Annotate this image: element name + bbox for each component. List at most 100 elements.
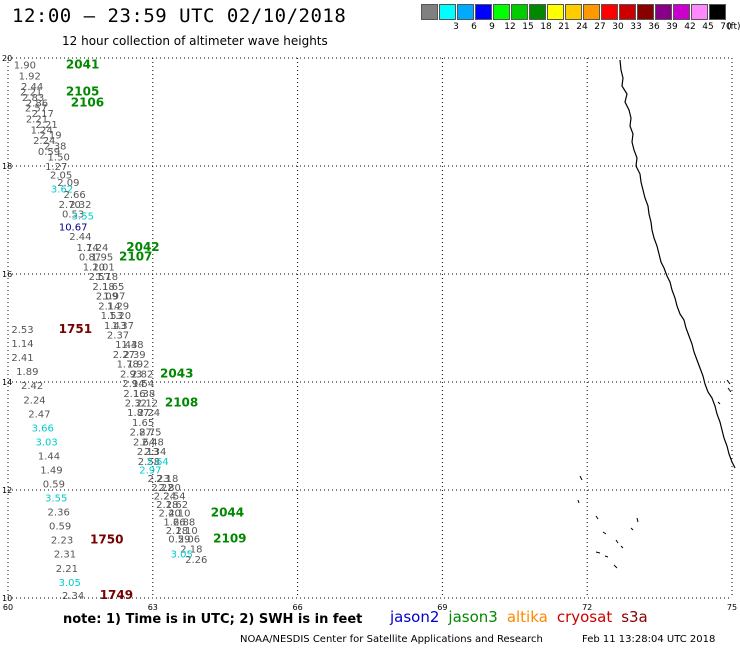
legend-label: 33 [630,22,642,32]
legend-swatch [493,4,510,20]
legend-label: 6 [471,22,477,32]
legend-unit: (ft) [727,22,740,32]
legend-swatch [673,4,690,20]
wave-height-label: 1.54 [132,379,154,390]
wave-height-label: 2.36 [48,508,70,519]
wave-height-label: 2.48 [142,437,164,448]
wave-height-label: 2.62 [166,500,188,511]
wave-height-label: 1.90 [14,60,36,71]
legend-swatch [619,4,636,20]
page-title: 12:00 – 23:59 UTC 02/10/2018 [12,5,347,27]
wave-height-label: 2.32 [69,200,91,211]
legend-swatch [511,4,528,20]
track-time-label: 1750 [90,533,123,547]
wave-height-label: 0.59 [38,147,60,158]
wave-height-label: 2.21 [56,564,78,575]
wave-height-label: 1.87 [127,408,149,419]
legend-swatch [637,4,654,20]
wave-height-label: 2.57 [89,272,111,283]
wave-height-label: 2.54 [163,491,185,502]
wave-height-label: 2.47 [28,409,50,420]
wave-height-label: 1.49 [40,465,62,476]
legend-swatch [601,4,618,20]
wave-height-label: 2.18 [166,526,188,537]
legend-label: 70 [720,22,732,32]
grid-lines [7,57,733,599]
wave-height-label: 1.20 [83,262,105,273]
track-time-label: 2109 [213,532,246,546]
wave-height-label: 2.27 [113,350,135,361]
legend-swatch [547,4,564,20]
wave-height-label: 2.93 [120,369,142,380]
lat-tick-label: 20 [2,54,12,63]
wave-height-label: 2.17 [32,109,54,120]
wave-height-label: 2.97 [139,465,161,476]
wave-height-label: 2.05 [50,171,72,182]
wave-height-label: 2.44 [69,232,91,243]
lon-tick-label: 63 [148,603,158,612]
wave-height-label: 2.12 [136,399,158,410]
wave-height-label: 2.09 [57,178,79,189]
wave-height-label: 2.23 [147,474,169,485]
wave-height-label: 3.66 [32,423,54,434]
track-time-label: 2105 [66,84,99,98]
track-time-label: 2044 [211,506,244,520]
wave-height-label: 2.88 [173,517,195,528]
wave-height-label: 1.37 [112,321,134,332]
wave-height-label: 3.55 [45,494,67,505]
legend-label: 9 [489,22,495,32]
wave-height-label: 1.24 [31,125,53,136]
wave-height-label: 2.18 [156,500,178,511]
satellite-name: jason2 [390,608,440,626]
wave-height-label: 2.21 [20,87,42,98]
lakshadweep-islands [577,475,639,569]
track-time-label: 2108 [165,396,198,410]
wave-height-label: 2.09 [96,292,118,303]
legend-label: 15 [522,22,534,32]
wave-height-label: 1.65 [132,418,154,429]
wave-height-label: 2.64 [146,457,168,468]
wave-height-label: 1.38 [133,389,155,400]
wave-height-label: 2.94 [122,379,144,390]
wave-height-label: 2.44 [21,82,43,93]
wave-height-label: 1.66 [163,517,185,528]
satellite-name: altika [506,608,548,626]
wave-height-label: 1.01 [92,262,114,273]
wave-height-label: 2.19 [39,131,61,142]
wave-height-label: 3.03 [35,437,57,448]
wave-height-label: 1.53 [101,311,123,322]
wave-height-label: 1.65 [102,282,124,293]
legend-swatch [709,4,726,20]
wave-height-label: 10.67 [59,222,88,233]
wave-height-label: 1.20 [109,311,131,322]
lon-tick-label: 75 [727,603,737,612]
wave-height-label: 3.62 [51,185,73,196]
wave-height-label: 2.31 [54,550,76,561]
wave-height-label: 2.24 [23,395,45,406]
track-time-label: 2042 [126,240,159,254]
lat-tick-label: 14 [2,378,12,387]
wave-height-label: 0.59 [168,535,190,546]
coastline [577,59,736,569]
wave-height-label: 2.24 [33,136,55,147]
track-time-label: 2107 [119,250,152,264]
wave-height-label: 0.59 [49,522,71,533]
lat-tick-label: 16 [2,270,12,279]
color-legend: (ft) 3 6 9 12 15 18 21 24 27 30 33 36 39 42 45 70 [421,4,740,32]
wave-height-label: 2.66 [63,190,85,201]
wave-height-labels: 1.901.922.442.212.832.862.572.172.212.21… [11,60,207,601]
wave-height-label: 2.06 [178,535,200,546]
satellite-name: cryosat [556,608,613,626]
lon-tick-label: 66 [293,603,303,612]
wave-height-label: 2.38 [44,141,66,152]
legend-label: 39 [666,22,678,32]
satellite-legend: jason2 jason3 altika cryosat s3a [390,608,657,626]
legend-swatches [421,4,727,20]
wave-height-label: 2.80 [159,483,181,494]
legend-label: 30 [612,22,624,32]
wave-height-label: 2.87 [130,428,152,439]
legend-label: 18 [540,22,552,32]
island-dot [717,379,732,405]
wave-height-label: 2.24 [154,491,176,502]
